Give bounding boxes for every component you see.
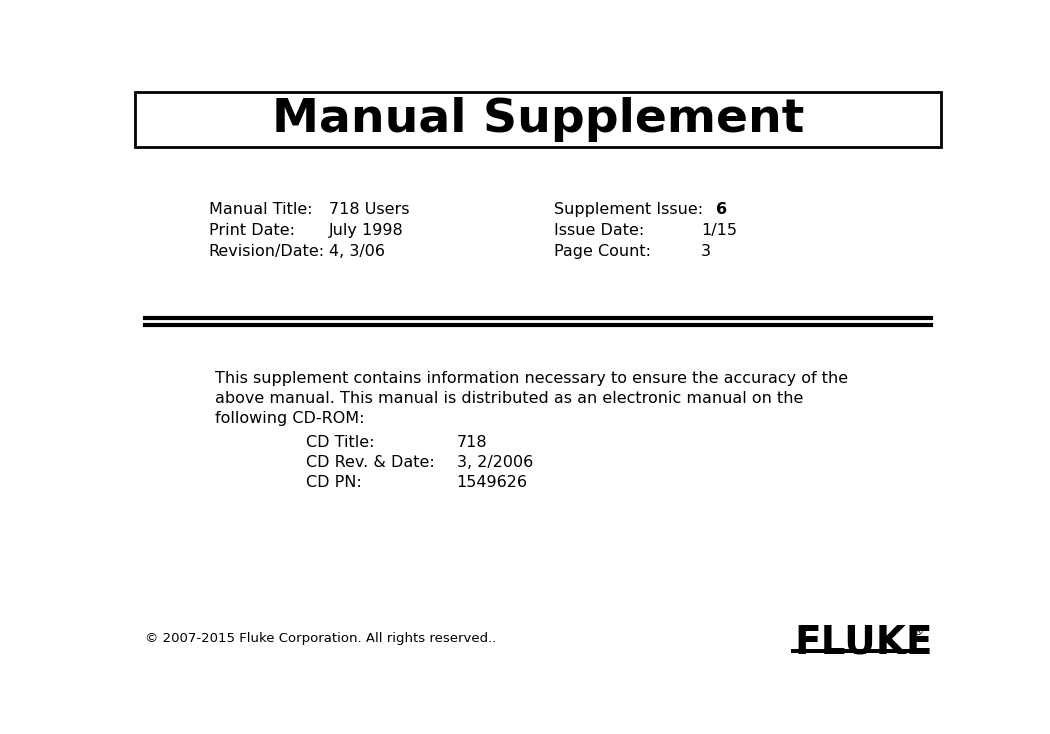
Text: 1/15: 1/15 [701, 223, 737, 238]
Text: ®: ® [911, 625, 924, 638]
Text: CD Rev. & Date:: CD Rev. & Date: [306, 454, 435, 470]
Text: 6: 6 [716, 202, 728, 217]
Text: Manual Title:: Manual Title: [209, 202, 313, 217]
Text: This supplement contains information necessary to ensure the accuracy of the: This supplement contains information nec… [215, 371, 848, 385]
Text: July 1998: July 1998 [329, 223, 403, 238]
Text: Issue Date:: Issue Date: [553, 223, 644, 238]
Text: 718 Users: 718 Users [329, 202, 410, 217]
Text: following CD-ROM:: following CD-ROM: [215, 411, 364, 426]
Text: © 2007-2015 Fluke Corporation. All rights reserved..: © 2007-2015 Fluke Corporation. All right… [145, 632, 497, 644]
Text: above manual. This manual is distributed as an electronic manual on the: above manual. This manual is distributed… [215, 390, 803, 406]
Text: 718: 718 [457, 435, 487, 450]
Text: Manual Supplement: Manual Supplement [272, 97, 804, 142]
Text: CD PN:: CD PN: [306, 475, 361, 490]
Text: 3, 2/2006: 3, 2/2006 [457, 454, 533, 470]
Text: 4, 3/06: 4, 3/06 [329, 244, 385, 258]
Text: 3: 3 [701, 244, 711, 258]
Text: FLUKE: FLUKE [794, 623, 932, 661]
Text: CD Title:: CD Title: [306, 435, 374, 450]
Bar [135, 92, 941, 148]
Text: 1549626: 1549626 [457, 475, 528, 490]
Text: Revision/Date:: Revision/Date: [209, 244, 324, 258]
Text: Supplement Issue:: Supplement Issue: [553, 202, 702, 217]
Text: Print Date:: Print Date: [209, 223, 295, 238]
Text: Page Count:: Page Count: [553, 244, 651, 258]
